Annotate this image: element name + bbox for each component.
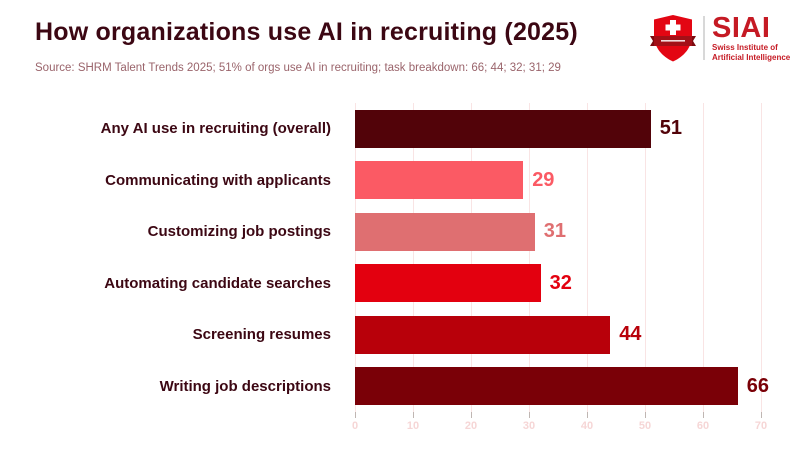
x-tick-label: 50 xyxy=(638,420,652,432)
bar-row: Communicating with applicants 29 xyxy=(0,155,800,207)
value-label: 31 xyxy=(543,220,567,242)
category-label: Communicating with applicants xyxy=(105,171,331,189)
gridline xyxy=(413,103,414,412)
category-label: Writing job descriptions xyxy=(159,377,331,395)
swiss-shield-icon xyxy=(650,15,696,62)
value-label: 44 xyxy=(619,323,642,345)
page-title: How organizations use AI in recruiting (… xyxy=(35,18,578,46)
x-tick-mark xyxy=(355,412,356,418)
x-tick-mark xyxy=(413,412,414,418)
gridline xyxy=(471,103,472,412)
grid-layer xyxy=(0,103,800,412)
logo-subtitle-line1: Swiss Institute of xyxy=(712,43,778,52)
bar xyxy=(355,264,541,303)
source-note: Source: SHRM Talent Trends 2025; 51% of … xyxy=(35,62,561,74)
bar-row: Automating candidate searches 32 xyxy=(0,258,800,310)
bar-row: Customizing job postings 31 xyxy=(0,206,800,258)
x-axis: 0 10 20 30 40 50 60 70 xyxy=(0,412,800,444)
gridline xyxy=(587,103,588,412)
bar-chart: Any AI use in recruiting (overall) 51 Comm… xyxy=(0,103,800,412)
bar xyxy=(355,161,524,200)
x-tick-mark xyxy=(761,412,762,418)
logo-subtitle-line2: Artificial Intelligence xyxy=(712,52,791,62)
x-tick-mark xyxy=(703,412,704,418)
x-tick-mark xyxy=(529,412,530,418)
category-label: Any AI use in recruiting (overall) xyxy=(100,120,331,137)
category-label: Automating candidate searches xyxy=(104,274,331,292)
gridline xyxy=(645,103,646,412)
x-tick-label: 0 xyxy=(351,420,359,432)
value-label: 66 xyxy=(746,374,770,397)
logo-divider xyxy=(703,16,705,61)
rows-layer: Any AI use in recruiting (overall) 51 Comm… xyxy=(0,103,800,412)
gridline xyxy=(703,103,704,412)
x-tick-label: 70 xyxy=(754,420,768,432)
value-label: 29 xyxy=(532,168,555,191)
x-tick-label: 60 xyxy=(696,420,710,432)
x-tick-label: 10 xyxy=(406,420,420,432)
x-tick-mark xyxy=(471,412,472,418)
logo-acronym: SIAI xyxy=(712,12,771,44)
bar-row: Screening resumes 44 xyxy=(0,309,800,361)
value-label: 51 xyxy=(659,117,683,139)
x-tick-mark xyxy=(587,412,588,418)
logo-text: SIAI Swiss Institute of Artificial Intel… xyxy=(712,14,790,62)
bar xyxy=(355,367,738,406)
bar-row: Any AI use in recruiting (overall) 51 xyxy=(0,103,800,155)
category-label: Screening resumes xyxy=(192,326,331,343)
x-tick-label: 20 xyxy=(464,420,478,432)
bar xyxy=(355,212,535,251)
bar xyxy=(355,315,611,354)
gridline xyxy=(529,103,530,412)
value-label: 32 xyxy=(549,271,572,294)
siai-logo: SIAI Swiss Institute of Artificial Intel… xyxy=(650,14,790,62)
gridline xyxy=(761,103,762,412)
x-tick-label: 30 xyxy=(522,420,536,432)
bar xyxy=(355,109,651,148)
category-label: Customizing job postings xyxy=(147,223,331,240)
bar-row: Writing job descriptions 66 xyxy=(0,361,800,413)
gridline xyxy=(355,103,356,412)
x-tick-label: 40 xyxy=(580,420,594,432)
x-tick-mark xyxy=(645,412,646,418)
